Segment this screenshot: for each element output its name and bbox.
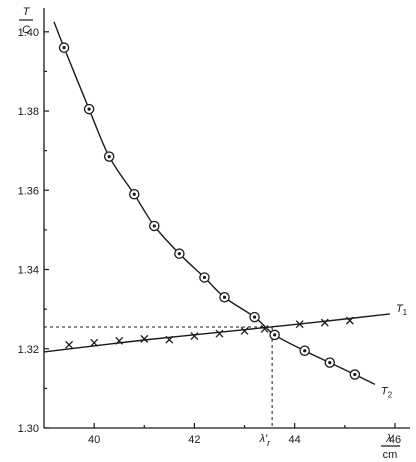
series-1-point [320, 318, 329, 327]
series-2-point [149, 220, 160, 232]
series-1-point [165, 335, 174, 344]
y-tick-label: 1.30 [18, 423, 39, 435]
series-1-point [260, 324, 269, 333]
x-tick-label: 40 [88, 434, 100, 446]
x-axis-unit: cm [383, 449, 398, 461]
series-2-point [349, 369, 361, 380]
series-2-point [249, 311, 260, 323]
series-2-point [103, 151, 115, 162]
series-2-point [174, 248, 185, 259]
series-1-point [140, 334, 149, 343]
y-axis-title: T [23, 6, 31, 18]
x-tick-label: 42 [188, 434, 200, 446]
series-1-point [345, 316, 354, 325]
series-curves [43, 21, 390, 386]
series-2-point [269, 329, 280, 341]
y-axis-unit: C [22, 24, 30, 36]
series-2-point [128, 188, 140, 200]
series-1-point [215, 329, 224, 338]
axes: 1.30 1.32 1.34 1.36 1.38 1.40 40 42 44 46 [18, 8, 410, 446]
series-1-point [65, 340, 74, 349]
series-1-point [190, 332, 199, 341]
series-2-label: T2 [381, 385, 393, 399]
series-2-point [58, 42, 70, 53]
x-axis-title: λ' [385, 433, 394, 445]
series-2-point [83, 103, 95, 115]
series-2-curve [53, 21, 376, 386]
series-2-point [219, 292, 230, 303]
y-tick-label: 1.32 [18, 344, 39, 356]
y-tick-label: 1.38 [18, 106, 39, 118]
series-markers [58, 42, 361, 380]
series-2-point [299, 345, 310, 356]
series-1-point [240, 326, 249, 335]
x-tick-label: 44 [289, 434, 301, 446]
series-2-point [324, 357, 336, 368]
y-tick-label: 1.34 [18, 265, 39, 277]
series-1-label: T1 [396, 303, 408, 317]
x-tick-label: 46 [389, 434, 401, 446]
series-1-point [90, 338, 99, 347]
series-1-point [295, 320, 304, 329]
series-2-point [199, 272, 210, 283]
series-1-curve [43, 313, 390, 353]
intersection-guides [44, 326, 273, 428]
series-1-point [115, 336, 124, 345]
chart-labels: TCλ' cm λ'r T1 T2 [19, 6, 408, 461]
intersection-label: λ'r [259, 433, 272, 448]
y-tick-label: 1.36 [18, 185, 39, 197]
y-tick-label: 1.40 [18, 27, 39, 39]
